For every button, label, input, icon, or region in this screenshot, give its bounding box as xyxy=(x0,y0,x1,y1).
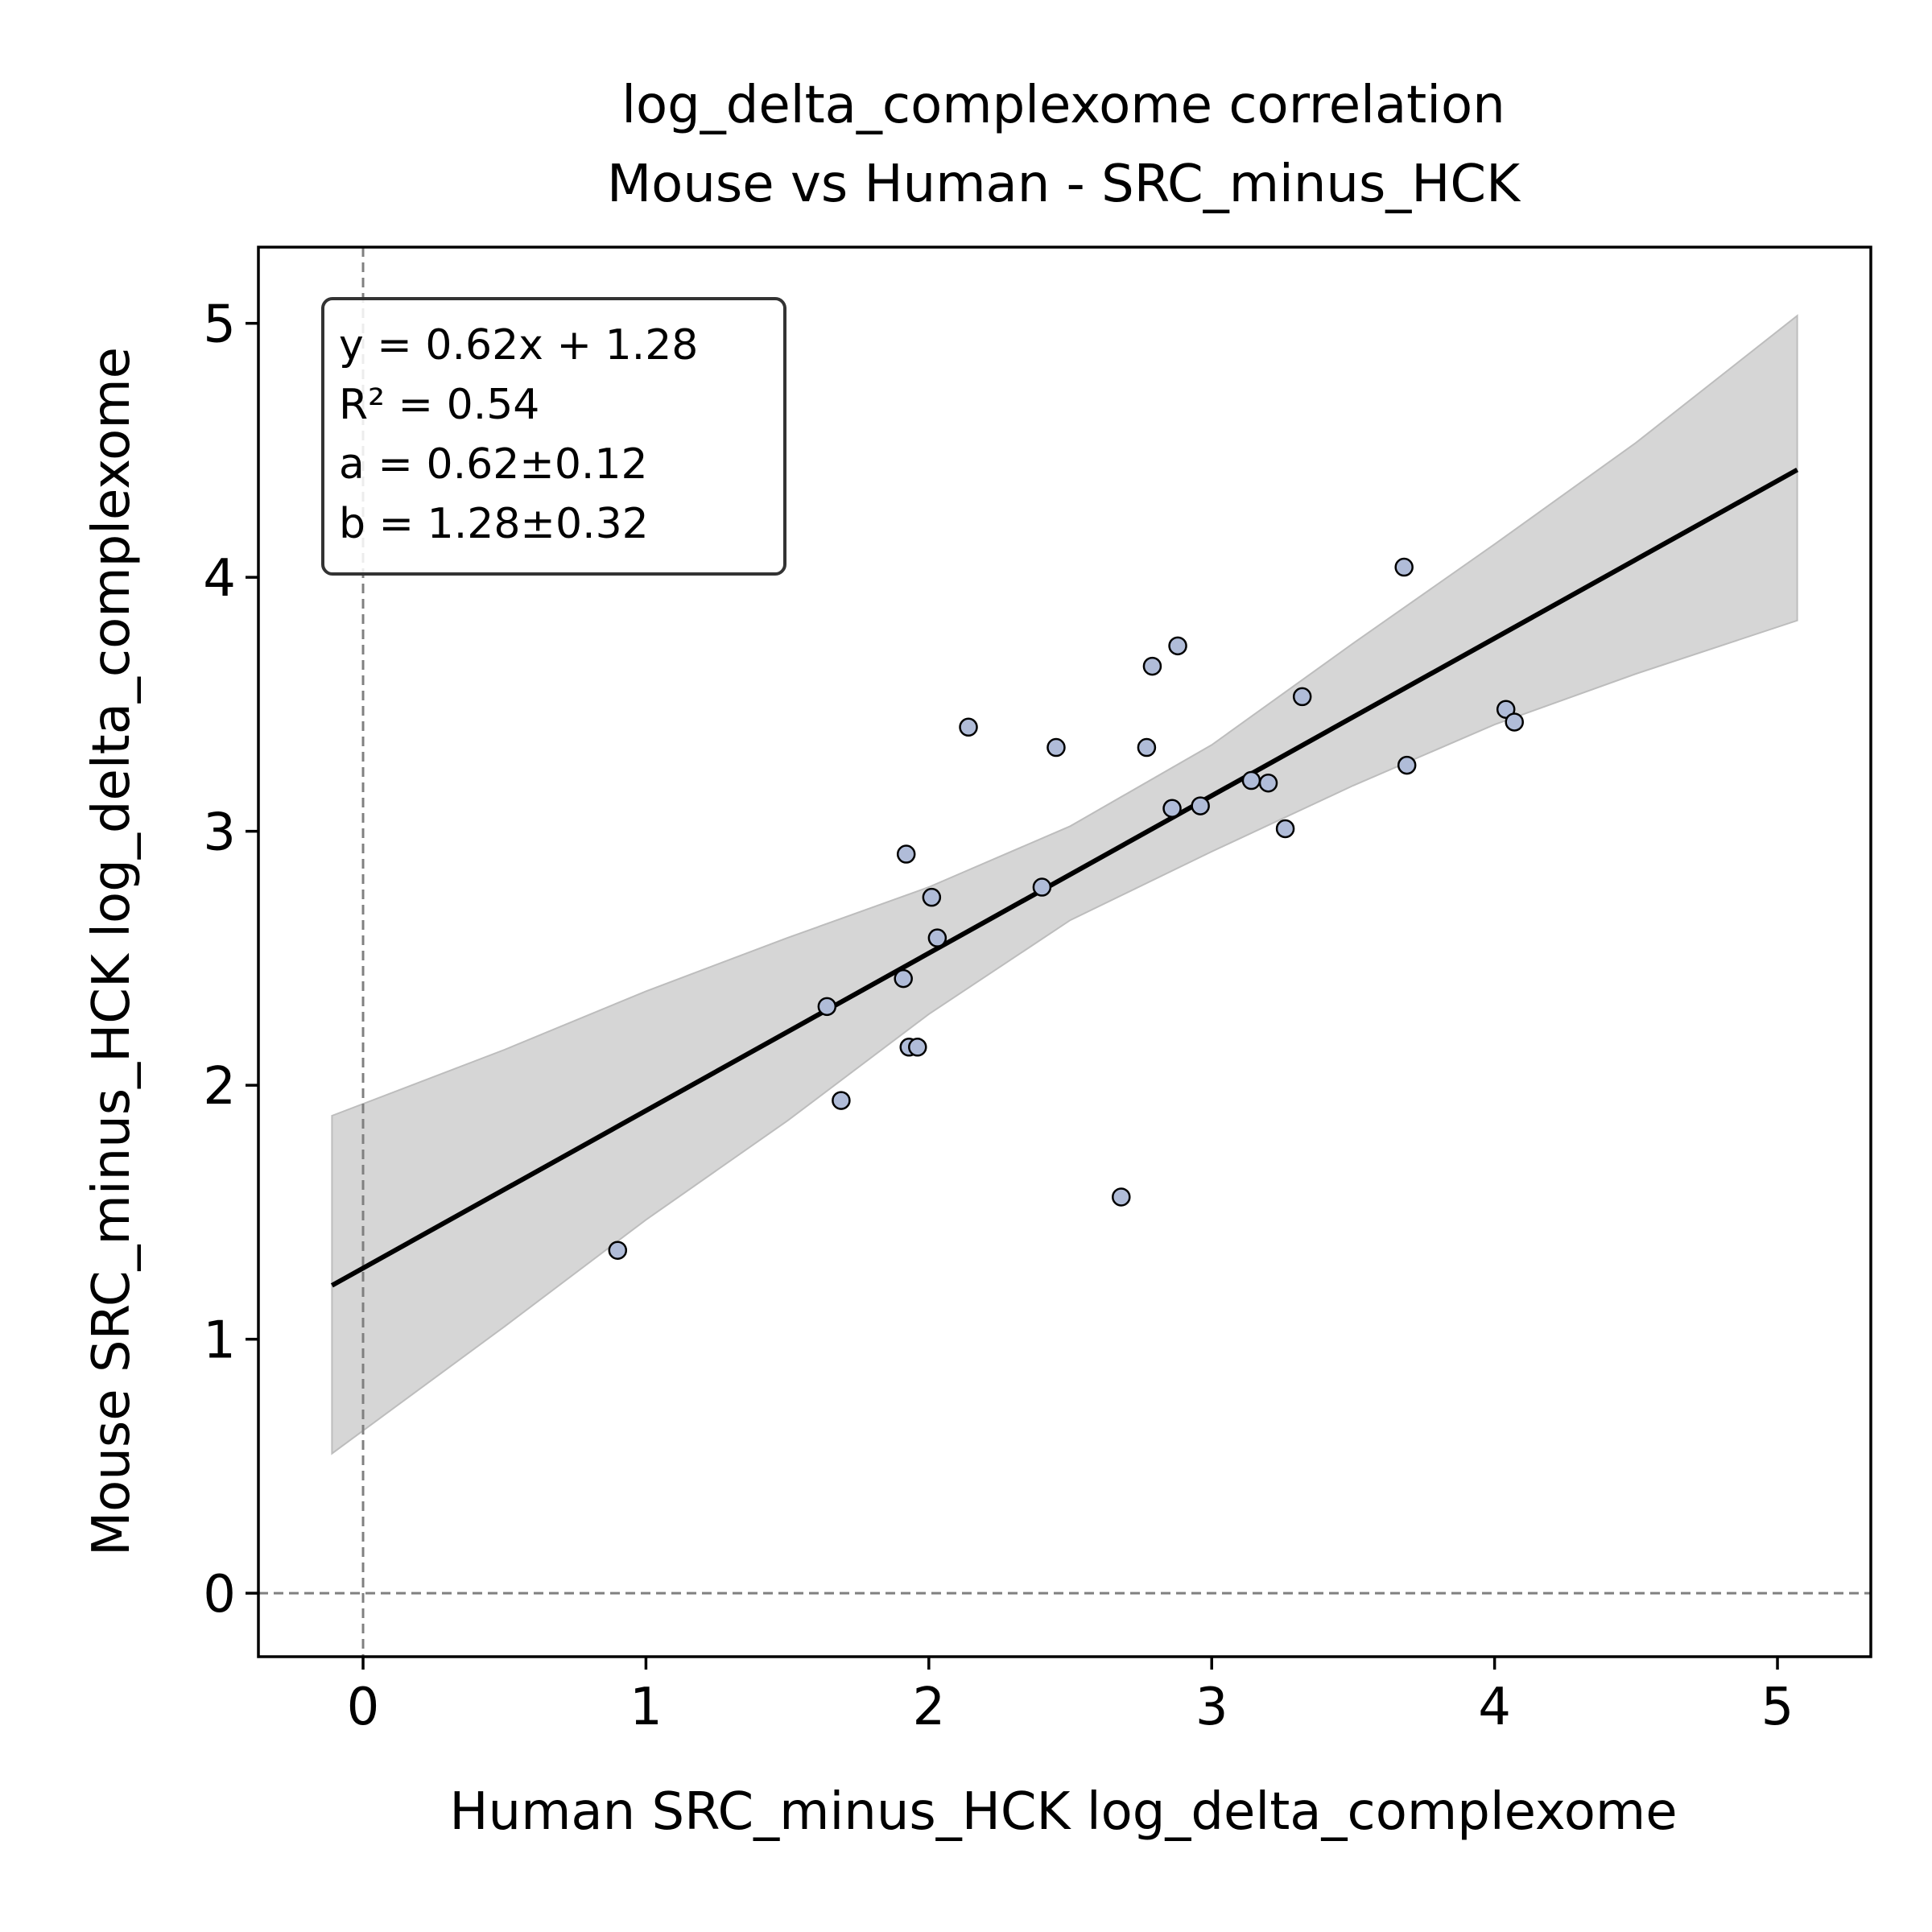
y-axis-ticks: 0 1 2 3 4 5 xyxy=(203,295,258,1624)
y-axis-label: Mouse SRC_minus_HCK log_delta_complexome xyxy=(82,347,142,1556)
data-point xyxy=(1191,796,1210,815)
data-point xyxy=(922,887,942,907)
data-point xyxy=(959,717,978,737)
data-point xyxy=(1496,700,1516,719)
data-point xyxy=(1137,737,1157,758)
x-tick-label: 3 xyxy=(1195,1678,1228,1737)
x-tick-label: 2 xyxy=(912,1678,945,1737)
confidence-band xyxy=(331,314,1798,1455)
data-point xyxy=(1142,656,1162,676)
fit-line-layer xyxy=(330,467,1799,1288)
chart-subtitle: Mouse vs Human - SRC_minus_HCK xyxy=(607,155,1521,214)
annotation-equation: y = 0.62x + 1.28 xyxy=(339,321,698,369)
y-tick-label: 4 xyxy=(203,549,236,609)
x-tick-label: 0 xyxy=(347,1678,380,1737)
x-tick-label: 5 xyxy=(1761,1678,1794,1737)
annotation-intercept: b = 1.28±0.32 xyxy=(339,500,649,548)
data-point xyxy=(1275,819,1295,839)
data-point xyxy=(1292,687,1312,707)
data-point xyxy=(896,844,916,864)
x-axis-label: Human SRC_minus_HCK log_delta_complexome xyxy=(449,1782,1677,1842)
x-tick-label: 4 xyxy=(1478,1678,1511,1737)
x-axis-ticks: 0 1 2 3 4 5 xyxy=(347,1657,1794,1737)
data-point xyxy=(1032,877,1052,897)
data-point xyxy=(1168,636,1187,656)
y-tick-label: 3 xyxy=(203,803,236,863)
data-point xyxy=(894,968,913,989)
data-point xyxy=(817,997,837,1017)
annotation-box xyxy=(321,297,786,576)
confidence-band-layer xyxy=(331,314,1798,1455)
data-point xyxy=(608,1241,628,1260)
data-point xyxy=(1046,737,1066,758)
data-point xyxy=(927,928,947,947)
y-tick-label: 5 xyxy=(203,295,236,355)
data-point xyxy=(1394,557,1414,577)
regression-line xyxy=(330,467,1799,1288)
y-tick-label: 1 xyxy=(203,1311,236,1371)
data-point xyxy=(908,1038,927,1057)
y-tick-label: 2 xyxy=(203,1057,236,1117)
data-point xyxy=(1112,1187,1131,1207)
y-tick-label: 0 xyxy=(203,1565,236,1624)
annotation-r-squared: R² = 0.54 xyxy=(339,381,539,429)
data-point xyxy=(1505,712,1524,732)
annotation-slope: a = 0.62±0.12 xyxy=(339,440,648,489)
x-tick-label: 1 xyxy=(630,1678,663,1737)
data-points-layer xyxy=(608,557,1524,1260)
plot-frame xyxy=(257,246,1872,1658)
data-point xyxy=(832,1091,851,1110)
data-point xyxy=(1397,755,1417,775)
data-point xyxy=(1241,770,1261,791)
chart-title: log_delta_complexome correlation xyxy=(621,76,1505,135)
data-point xyxy=(1258,773,1278,793)
data-point xyxy=(1162,799,1182,818)
regression-annotation: y = 0.62x + 1.28 R² = 0.54 a = 0.62±0.12… xyxy=(321,297,786,576)
